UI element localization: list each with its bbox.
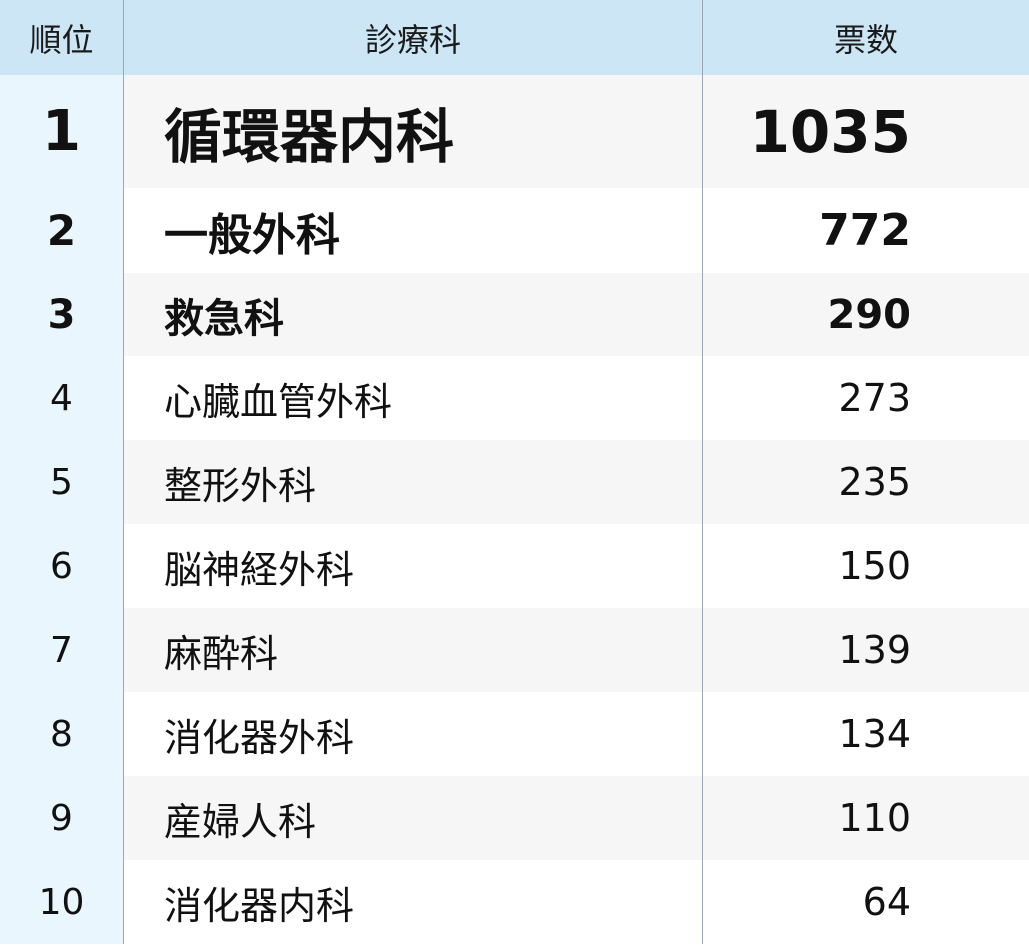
rank-cell: 3 xyxy=(0,273,124,356)
votes-value: 139 xyxy=(838,628,911,672)
department-cell: 消化器外科 xyxy=(124,692,703,776)
votes-value: 290 xyxy=(827,291,912,338)
rank-value: 10 xyxy=(38,881,85,923)
rank-value: 3 xyxy=(47,291,76,338)
rank-value: 4 xyxy=(50,377,73,419)
rank-value: 7 xyxy=(50,629,73,671)
department-cell: 循環器内科 xyxy=(124,75,703,188)
rank-cell: 6 xyxy=(0,524,124,608)
table-row: 10 消化器内科 64 xyxy=(0,860,1029,944)
votes-value: 772 xyxy=(819,205,911,256)
table-row: 6 脳神経外科 150 xyxy=(0,524,1029,608)
department-cell: 産婦人科 xyxy=(124,776,703,860)
votes-value: 64 xyxy=(862,880,911,924)
votes-cell: 64 xyxy=(703,860,1029,944)
department-name: 心臓血管外科 xyxy=(164,379,393,424)
table-header: 順位 診療科 票数 xyxy=(0,0,1029,75)
rank-value: 1 xyxy=(42,99,81,164)
department-cell: 整形外科 xyxy=(124,440,703,524)
table-row: 1 循環器内科 1035 xyxy=(0,75,1029,188)
department-name: 消化器外科 xyxy=(164,715,355,760)
department-name: 循環器内科 xyxy=(164,102,455,171)
department-cell: 一般外科 xyxy=(124,188,703,273)
votes-cell: 273 xyxy=(703,356,1029,440)
department-name: 救急科 xyxy=(164,295,284,342)
header-votes-label: 票数 xyxy=(833,20,898,59)
department-cell: 消化器内科 xyxy=(124,860,703,944)
department-name: 麻酔科 xyxy=(164,631,279,676)
department-name: 脳神経外科 xyxy=(164,547,355,592)
table-row: 4 心臓血管外科 273 xyxy=(0,356,1029,440)
header-votes: 票数 xyxy=(703,0,1029,75)
votes-cell: 150 xyxy=(703,524,1029,608)
votes-value: 110 xyxy=(838,796,911,840)
table-row: 2 一般外科 772 xyxy=(0,188,1029,273)
votes-value: 273 xyxy=(838,376,911,420)
department-name: 整形外科 xyxy=(164,463,317,508)
votes-value: 134 xyxy=(838,712,911,756)
header-department-label: 診療科 xyxy=(364,20,461,59)
rank-value: 5 xyxy=(50,461,73,503)
votes-cell: 134 xyxy=(703,692,1029,776)
rank-value: 9 xyxy=(50,797,73,839)
votes-cell: 290 xyxy=(703,273,1029,356)
votes-cell: 110 xyxy=(703,776,1029,860)
table-row: 9 産婦人科 110 xyxy=(0,776,1029,860)
rank-cell: 1 xyxy=(0,75,124,188)
department-cell: 麻酔科 xyxy=(124,608,703,692)
rank-value: 2 xyxy=(46,206,77,255)
table-row: 3 救急科 290 xyxy=(0,273,1029,356)
rank-cell: 8 xyxy=(0,692,124,776)
header-rank-label: 順位 xyxy=(29,20,94,59)
rank-cell: 4 xyxy=(0,356,124,440)
rank-value: 6 xyxy=(50,545,73,587)
table-row: 5 整形外科 235 xyxy=(0,440,1029,524)
header-rank: 順位 xyxy=(0,0,124,75)
rank-cell: 9 xyxy=(0,776,124,860)
votes-cell: 235 xyxy=(703,440,1029,524)
department-name: 一般外科 xyxy=(164,209,340,261)
votes-value: 235 xyxy=(838,460,911,504)
votes-cell: 139 xyxy=(703,608,1029,692)
department-cell: 心臓血管外科 xyxy=(124,356,703,440)
department-cell: 救急科 xyxy=(124,273,703,356)
votes-cell: 772 xyxy=(703,188,1029,273)
votes-cell: 1035 xyxy=(703,75,1029,188)
table-row: 8 消化器外科 134 xyxy=(0,692,1029,776)
rank-cell: 10 xyxy=(0,860,124,944)
department-cell: 脳神経外科 xyxy=(124,524,703,608)
header-department: 診療科 xyxy=(124,0,703,75)
rank-cell: 2 xyxy=(0,188,124,273)
department-name: 産婦人科 xyxy=(164,799,317,844)
rank-cell: 5 xyxy=(0,440,124,524)
department-name: 消化器内科 xyxy=(164,883,355,928)
rank-value: 8 xyxy=(50,713,73,755)
table-row: 7 麻酔科 139 xyxy=(0,608,1029,692)
votes-value: 150 xyxy=(838,544,911,588)
votes-value: 1035 xyxy=(749,97,911,166)
rank-cell: 7 xyxy=(0,608,124,692)
